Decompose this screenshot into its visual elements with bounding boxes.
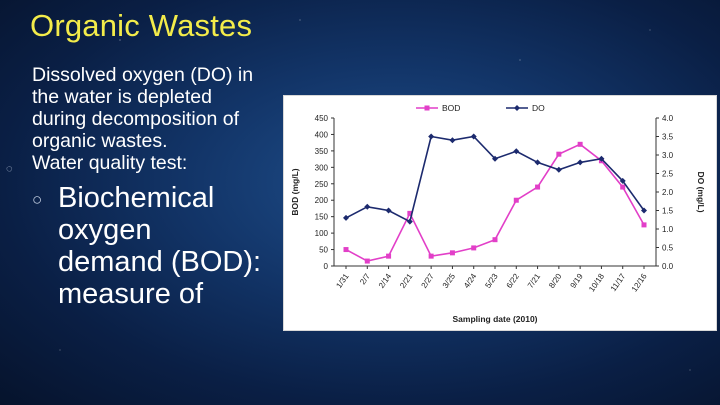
right-tick-label: 3.5	[662, 133, 674, 142]
right-tick-label: 2.0	[662, 188, 674, 197]
x-tick-label: 2/27	[419, 272, 436, 290]
series-line-do	[345, 135, 645, 223]
x-tick-label: 10/18	[587, 272, 606, 294]
right-tick-label: 0.5	[662, 244, 674, 253]
x-tick-label: 2/21	[398, 272, 415, 290]
right-tick-label: 1.5	[662, 207, 674, 216]
left-tick-label: 400	[315, 130, 329, 139]
x-tick-label: 1/31	[334, 272, 351, 290]
bod-do-chart: 0 50 100 150 200 250 300 350 400 450 0.0 0.5 1.0 1.5 2…	[283, 95, 717, 331]
series-point-bod	[513, 197, 519, 203]
left-tick-label: 150	[315, 213, 329, 222]
x-tick-label: 2/14	[377, 272, 394, 290]
x-tick-label: 2/7	[358, 272, 372, 287]
series-point-do	[492, 155, 498, 162]
slide-title: Organic Wastes	[30, 8, 253, 43]
sub-bullet-circle-icon: ○	[32, 190, 43, 209]
series-point-do	[449, 137, 456, 144]
x-axis-title: Sampling date (2010)	[452, 314, 537, 324]
series-point-do	[406, 218, 413, 225]
series-point-do	[619, 177, 626, 184]
right-tick-label: 1.0	[662, 225, 674, 234]
series-point-do	[577, 159, 584, 166]
series-point-do	[641, 207, 647, 214]
bullet-water-quality: ◌ Water quality test:	[6, 152, 262, 175]
x-tick-label: 8/20	[547, 272, 564, 290]
left-tick-label: 350	[315, 147, 329, 156]
slide-body: Dissolved oxygen (DO) in the water is de…	[6, 64, 262, 310]
sub-bullet-bod: ○ Biochemical oxygen demand (BOD): measu…	[32, 182, 262, 310]
series-point-do	[364, 203, 371, 210]
series-point-bod	[492, 237, 498, 243]
left-tick-label: 300	[315, 163, 329, 172]
x-tick-label: 6/22	[505, 272, 522, 290]
series-point-bod	[471, 245, 477, 251]
left-axis-title: BOD (mg/L)	[290, 168, 300, 215]
series-point-bod	[577, 141, 583, 147]
paragraph-dissolved-oxygen: Dissolved oxygen (DO) in the water is de…	[32, 64, 254, 152]
legend-label-bod: BOD	[442, 103, 460, 113]
left-tick-label: 100	[315, 229, 329, 238]
right-tick-label: 3.0	[662, 151, 674, 160]
series-point-do	[428, 133, 435, 140]
chart-svg: 0 50 100 150 200 250 300 350 400 450 0.0 0.5 1.0 1.5 2…	[290, 103, 706, 324]
series-point-do	[598, 155, 605, 162]
series-point-bod	[428, 253, 434, 259]
right-tick-label: 4.0	[662, 114, 674, 123]
series-point-bod	[620, 184, 626, 190]
right-tick-label: 2.5	[662, 170, 674, 179]
series-point-do	[555, 166, 562, 173]
legend-label-do: DO	[532, 103, 545, 113]
left-tick-label: 200	[315, 196, 329, 205]
left-tick-label: 50	[319, 246, 328, 255]
left-tick-label: 0	[324, 262, 329, 271]
x-tick-label: 4/24	[462, 272, 479, 290]
series-point-bod	[641, 222, 647, 228]
series-point-bod	[449, 250, 455, 256]
sub-bullet-bod-text: Biochemical oxygen demand (BOD): measure…	[58, 182, 262, 310]
bullet-circle-icon: ◌	[6, 163, 13, 175]
series-point-do	[470, 133, 477, 140]
bullet-water-quality-text: Water quality test:	[32, 152, 188, 174]
series-point-do	[513, 148, 520, 155]
series-point-do	[385, 207, 392, 214]
legend-marker-bod	[424, 105, 430, 111]
series-point-bod	[364, 258, 370, 264]
left-tick-label: 450	[315, 114, 329, 123]
left-tick-label: 250	[315, 180, 329, 189]
x-tick-label: 12/16	[630, 272, 649, 294]
legend-marker-do	[514, 105, 520, 111]
x-tick-label: 7/21	[526, 272, 543, 290]
x-tick-label: 11/17	[609, 272, 628, 294]
series-point-bod	[556, 151, 562, 157]
x-tick-label: 5/23	[483, 272, 500, 290]
series-point-bod	[386, 253, 392, 259]
series-point-do	[343, 214, 349, 221]
series-point-bod	[535, 184, 541, 190]
x-tick-label: 3/25	[441, 272, 458, 290]
series-point-do	[534, 159, 541, 166]
x-tick-label: 9/19	[568, 272, 585, 290]
right-tick-label: 0.0	[662, 262, 674, 271]
right-axis-title: DO (mg/L)	[696, 171, 706, 212]
series-point-bod	[407, 210, 413, 216]
series-point-bod	[343, 247, 349, 253]
